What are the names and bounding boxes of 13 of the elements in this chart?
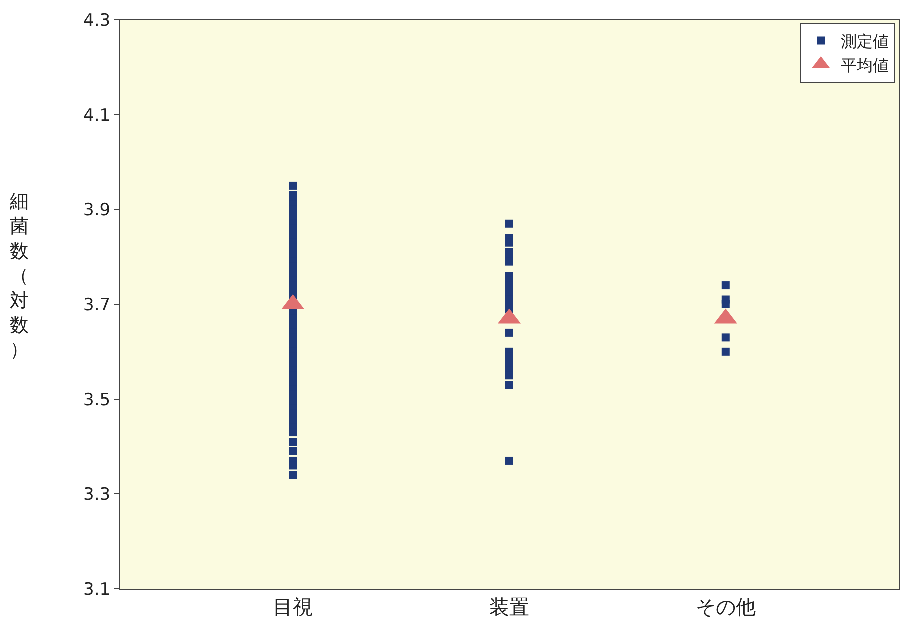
legend-label: 平均値 [841, 56, 890, 75]
y-tick-label: 3.9 [84, 200, 111, 221]
legend-label: 測定値 [841, 32, 890, 51]
y-tick-label: 3.7 [84, 295, 111, 316]
y-tick-label: 3.5 [84, 390, 111, 410]
y-tick-label: 3.3 [84, 485, 111, 506]
x-tick-label: 装置 [490, 595, 530, 619]
y-axis-title: 細菌数（対数） [9, 191, 29, 362]
x-tick-label: その他 [696, 595, 756, 619]
x-tick-label: 目視 [273, 595, 314, 619]
y-tick-label: 4.1 [84, 106, 111, 126]
y-tick-label: 4.3 [84, 10, 111, 31]
y-tick-label: 3.1 [84, 580, 111, 600]
